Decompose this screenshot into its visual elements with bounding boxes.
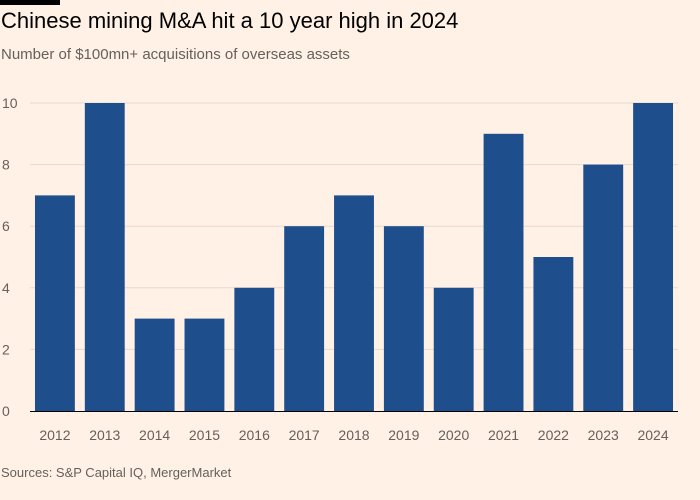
x-tick-label: 2012 xyxy=(39,427,70,443)
y-tick-label: 0 xyxy=(2,403,10,419)
source-note: Sources: S&P Capital IQ, MergerMarket xyxy=(1,465,232,480)
bar-2015 xyxy=(184,318,225,411)
x-tick-label: 2015 xyxy=(189,427,220,443)
brand-bar xyxy=(0,0,60,5)
x-tick-label: 2019 xyxy=(388,427,419,443)
y-tick-label: 2 xyxy=(2,341,10,357)
y-tick-label: 4 xyxy=(2,280,10,296)
x-tick-label: 2024 xyxy=(637,427,668,443)
y-tick-label: 6 xyxy=(2,218,10,234)
bar-2023 xyxy=(583,164,624,411)
bar-2019 xyxy=(383,226,424,411)
y-tick-label: 10 xyxy=(2,95,18,111)
x-tick-label: 2018 xyxy=(338,427,369,443)
bar-2012 xyxy=(34,195,75,411)
x-axis-ticks: 2012 2013 2014 2015 2016 2017 2018 2019 2020 2021… xyxy=(39,427,669,443)
bar-2016 xyxy=(234,287,275,411)
bars xyxy=(34,103,674,412)
bar-2017 xyxy=(284,226,325,411)
chart-subtitle: Number of $100mn+ acquisitions of overse… xyxy=(1,46,350,63)
x-tick-label: 2016 xyxy=(239,427,270,443)
chart-title: Chinese mining M&A hit a 10 year high in… xyxy=(1,8,459,33)
y-axis-ticks: 0 2 4 6 8 10 xyxy=(2,95,18,419)
bar-2018 xyxy=(334,195,374,411)
x-tick-label: 2014 xyxy=(139,427,170,443)
bar-2014 xyxy=(134,318,175,411)
bar-2024 xyxy=(633,103,674,411)
x-tick-label: 2023 xyxy=(588,427,619,443)
bar-2013 xyxy=(84,103,125,411)
bar-2020 xyxy=(433,287,474,411)
y-tick-label: 8 xyxy=(2,157,10,173)
bar-2021 xyxy=(483,133,524,412)
bar-2022 xyxy=(533,257,574,411)
x-tick-label: 2022 xyxy=(538,427,569,443)
x-tick-label: 2021 xyxy=(488,427,519,443)
x-tick-label: 2020 xyxy=(438,427,469,443)
x-tick-label: 2013 xyxy=(89,427,120,443)
x-tick-label: 2017 xyxy=(289,427,320,443)
